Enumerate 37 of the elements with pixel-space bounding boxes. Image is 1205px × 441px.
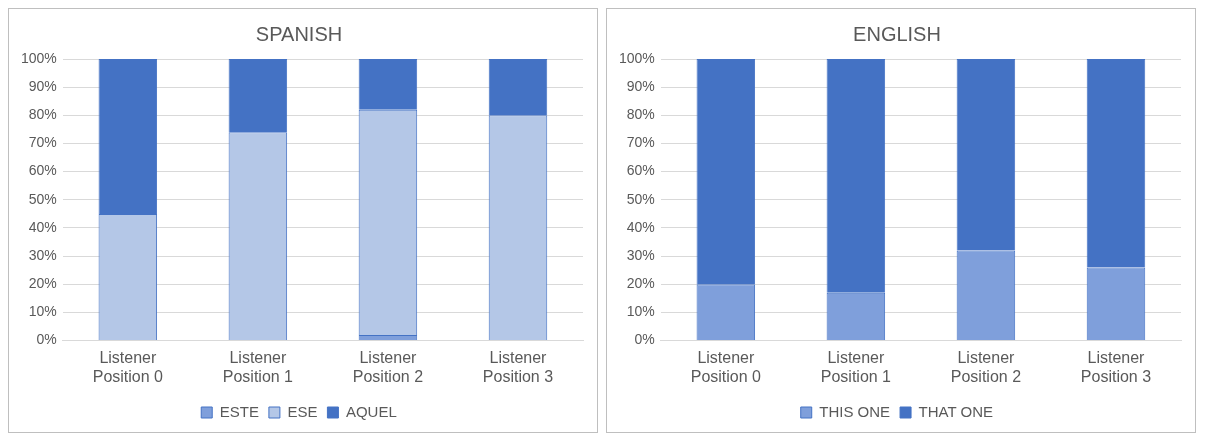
legend-label: ESTE — [219, 402, 259, 420]
y-tick-label: 20% — [28, 275, 57, 292]
y-tick-label: 60% — [626, 162, 655, 179]
y-tick-label: 0% — [36, 331, 57, 348]
y-tick-label: 50% — [28, 190, 57, 207]
y-tick-label: 80% — [28, 106, 57, 123]
y-tick-label: 40% — [28, 218, 57, 235]
y-tick-label: 60% — [28, 162, 57, 179]
x-tick-label: Listener Position 2 — [352, 348, 424, 385]
y-tick-label: 70% — [28, 134, 57, 151]
x-tick-label: Listener Position 3 — [482, 348, 554, 385]
legend-label: THIS ONE — [819, 402, 891, 420]
legend-label: THAT ONE — [918, 402, 994, 420]
x-tick-label: Listener Position 1 — [820, 348, 892, 385]
y-tick-label: 10% — [626, 303, 655, 320]
y-tick-label: 30% — [28, 246, 57, 263]
x-tick-label: Listener Position 0 — [92, 348, 164, 385]
y-tick-label: 90% — [28, 78, 57, 95]
legend-label: ESE — [287, 402, 318, 420]
x-tick-label: Listener Position 2 — [950, 348, 1022, 385]
y-tick-label: 50% — [626, 190, 655, 207]
y-tick-label: 100% — [618, 49, 655, 66]
y-tick-label: 100% — [20, 49, 57, 66]
x-tick-label: Listener Position 0 — [690, 348, 762, 385]
y-tick-label: 90% — [626, 78, 655, 95]
y-tick-label: 10% — [28, 303, 57, 320]
legend-label: AQUEL — [345, 402, 397, 420]
x-tick-label: Listener Position 3 — [1080, 348, 1152, 385]
chart-title: SPANISH — [255, 22, 343, 45]
x-tick-label: Listener Position 1 — [222, 348, 294, 385]
y-tick-label: 80% — [626, 106, 655, 123]
y-tick-label: 20% — [626, 275, 655, 292]
chart-title: ENGLISH — [853, 22, 941, 45]
y-tick-label: 30% — [626, 246, 655, 263]
y-tick-label: 40% — [626, 218, 655, 235]
y-tick-label: 70% — [626, 134, 655, 151]
y-tick-label: 0% — [634, 331, 655, 348]
